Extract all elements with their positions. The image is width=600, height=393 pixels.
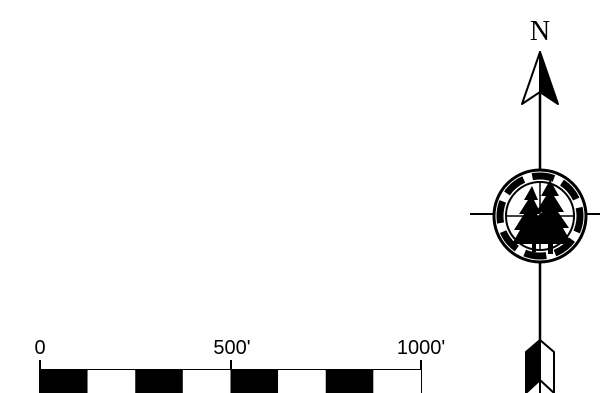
compass-rose-with-pine-trees-icon bbox=[492, 168, 588, 264]
scale-label-1000: 1000' bbox=[397, 337, 445, 359]
pine-tree-right-icon bbox=[528, 180, 572, 254]
scale-segments bbox=[40, 370, 422, 393]
arrowhead-left-half bbox=[521, 51, 541, 105]
scale-segment bbox=[230, 370, 279, 393]
scale-segment bbox=[40, 370, 88, 393]
scale-segment bbox=[87, 370, 136, 393]
scale-segment bbox=[182, 370, 231, 393]
arrow-fletching-right bbox=[539, 337, 555, 393]
scale-segment bbox=[135, 370, 183, 393]
north-letter: N bbox=[530, 16, 550, 47]
arrow-fletching-left bbox=[525, 337, 541, 393]
scale-segment bbox=[278, 370, 326, 393]
scale-segment bbox=[325, 370, 374, 393]
scale-segment bbox=[373, 370, 422, 393]
arrowhead-right-half bbox=[539, 51, 559, 105]
north-arrow: N bbox=[470, 16, 600, 393]
scale-bar: 0 500' 1000' bbox=[34, 337, 445, 393]
scale-label-500: 500' bbox=[213, 337, 250, 359]
scale-label-0: 0 bbox=[34, 337, 45, 359]
